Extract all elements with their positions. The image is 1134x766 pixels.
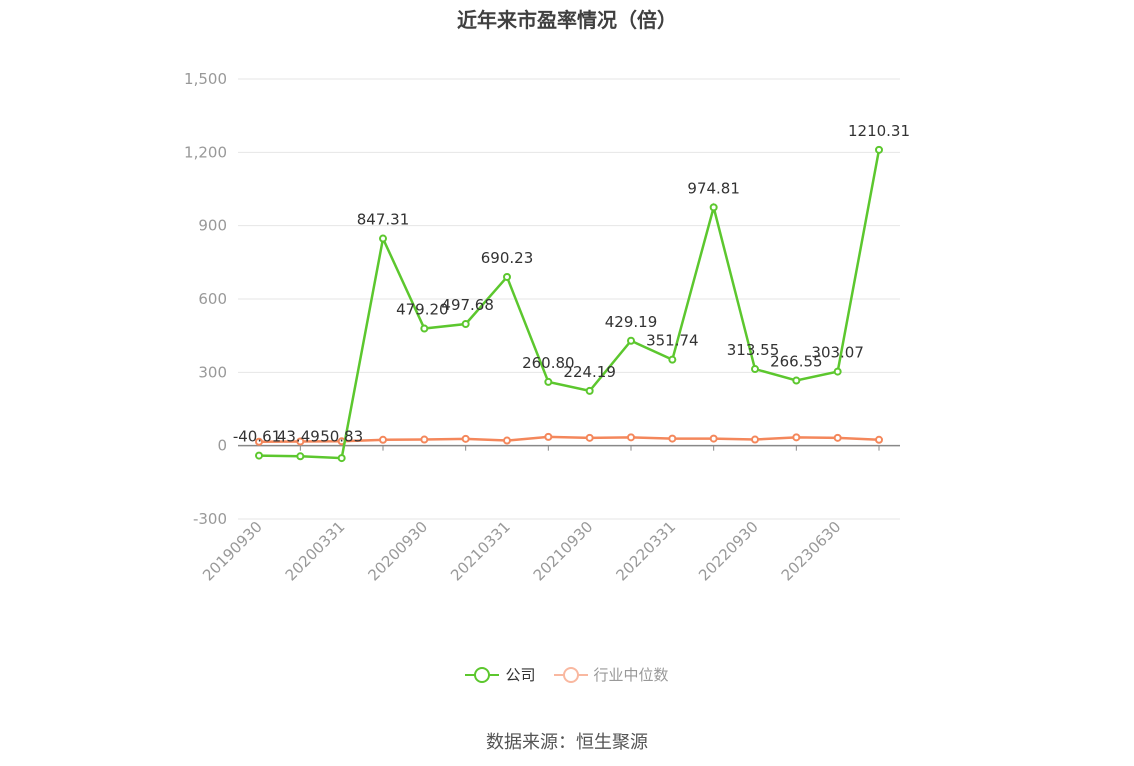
point-industry-median [420, 435, 429, 444]
point-company [792, 376, 801, 385]
data-label-company: 43.49 [277, 428, 320, 446]
point-company [337, 454, 346, 463]
y-tick-label: 600 [198, 290, 227, 308]
y-tick-label: 1,200 [184, 143, 227, 161]
data-label-company: -40.61 [233, 428, 281, 446]
point-industry-median [379, 435, 387, 444]
x-tick-label: 20200930 [364, 518, 431, 585]
point-industry-median [296, 437, 305, 446]
point-company [296, 452, 305, 461]
data-label-company: 847.31 [357, 211, 410, 229]
data-source: 数据来源：恒生聚源 [486, 732, 648, 753]
x-tick-label: 20230630 [778, 518, 845, 585]
point-company [627, 336, 635, 345]
series-line-industry-median [258, 435, 880, 444]
data-label-company: 303.07 [811, 344, 864, 362]
point-industry-median [503, 436, 511, 445]
x-tick-label: 20200331 [282, 518, 349, 585]
point-industry-median [668, 434, 677, 443]
chart-title: 近年来市盈率情况（倍） [457, 8, 677, 32]
y-tick-label: -300 [193, 510, 227, 528]
data-label-company: 313.55 [727, 341, 780, 359]
point-company [751, 365, 759, 374]
point-company [379, 234, 387, 243]
data-label-company: 497.68 [441, 296, 494, 314]
point-industry-median [544, 432, 553, 441]
y-tick-label: 300 [198, 363, 227, 381]
point-company [461, 320, 470, 329]
point-company [668, 355, 677, 364]
y-tick-label: 1,500 [184, 70, 227, 88]
data-label-company: 266.55 [770, 353, 823, 371]
data-label-company: 351.74 [646, 332, 699, 350]
point-industry-median [792, 433, 801, 442]
x-tick-label: 20220930 [695, 518, 762, 585]
x-tick-label: 20210331 [447, 518, 514, 585]
point-company [709, 203, 718, 212]
data-label-company: 974.81 [687, 179, 740, 197]
legend-label-company: 公司 [505, 666, 536, 684]
series-line-company [258, 149, 881, 460]
legend-marker-company [465, 666, 500, 683]
data-label-company: 260.80 [522, 354, 575, 372]
x-tick-label: 20220331 [612, 518, 679, 585]
chart-legend: 公司 行业中位数 [0, 664, 1134, 685]
point-industry-median [627, 433, 635, 442]
point-company [833, 367, 842, 376]
point-industry-median [833, 433, 842, 442]
point-industry-median [875, 435, 883, 444]
legend-item-industry-median[interactable]: 行业中位数 [553, 664, 669, 685]
data-label-company: 479.20 [396, 301, 449, 319]
data-label-company: 690.23 [481, 249, 534, 267]
data-label-company: 1210.31 [848, 122, 910, 140]
data-label-company: 224.19 [563, 363, 616, 381]
point-company [875, 145, 883, 154]
y-tick-label: 900 [198, 217, 227, 235]
point-industry-median [585, 433, 594, 442]
x-tick-label: 20210930 [530, 518, 597, 585]
data-label-company: 50.83 [320, 428, 363, 446]
point-company [585, 386, 594, 395]
point-company [255, 451, 263, 460]
legend-label-industry-median: 行业中位数 [593, 666, 669, 684]
data-label-company: 429.19 [605, 313, 658, 331]
point-company [503, 272, 511, 281]
legend-marker-industry-median [553, 666, 588, 683]
point-industry-median [461, 434, 470, 443]
point-company [420, 324, 429, 333]
point-industry-median [751, 435, 759, 444]
point-industry-median [709, 434, 718, 443]
point-industry-median [255, 437, 263, 446]
point-company [544, 377, 553, 386]
legend-item-company[interactable]: 公司 [465, 664, 536, 685]
y-tick-label: 0 [217, 437, 227, 455]
